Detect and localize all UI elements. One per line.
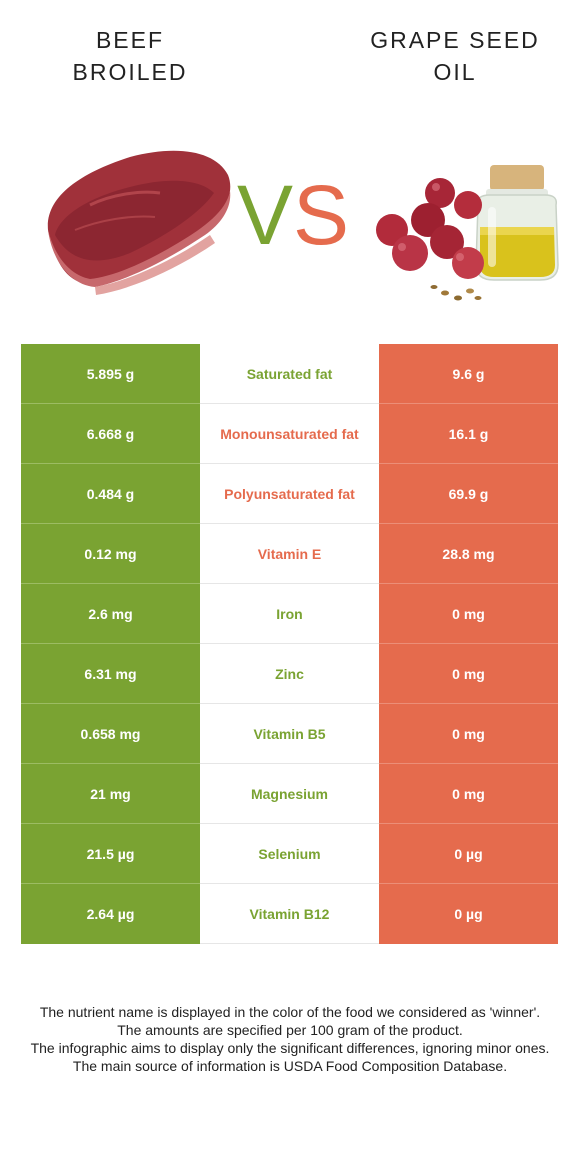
grapeseed-oil-value: 0 mg <box>379 644 558 704</box>
beef-value: 0.12 mg <box>21 524 200 584</box>
beef-value: 21.5 µg <box>21 824 200 884</box>
footer-line: The main source of information is USDA F… <box>72 1058 508 1074</box>
table-row: 2.64 µg Vitamin B12 0 µg <box>21 884 558 944</box>
grapeseed-oil-value: 0 mg <box>379 764 558 824</box>
table-row: 5.895 g Saturated fat 9.6 g <box>21 344 558 404</box>
table-row: 2.6 mg Iron 0 mg <box>21 584 558 644</box>
right-food-title: GRAPE SEED OIL <box>360 24 550 88</box>
nutrient-name: Saturated fat <box>200 344 379 404</box>
table-row: 21.5 µg Selenium 0 µg <box>21 824 558 884</box>
nutrient-name: Iron <box>200 584 379 644</box>
table-row: 6.31 mg Zinc 0 mg <box>21 644 558 704</box>
beef-value: 0.484 g <box>21 464 200 524</box>
nutrient-name: Vitamin E <box>200 524 379 584</box>
grapeseed-oil-value: 0 µg <box>379 824 558 884</box>
nutrient-name: Zinc <box>200 644 379 704</box>
vs-letter-v: V <box>236 168 293 262</box>
beef-value: 6.31 mg <box>21 644 200 704</box>
vs-letter-s: S <box>293 168 350 262</box>
left-title-line2: BROILED <box>72 59 188 85</box>
hero-illustration <box>47 150 559 301</box>
beef-value: 2.6 mg <box>21 584 200 644</box>
table-row: 0.484 g Polyunsaturated fat 69.9 g <box>21 464 558 524</box>
grapeseed-oil-value: 0 mg <box>379 584 558 644</box>
grapeseed-oil-value: 9.6 g <box>379 344 558 404</box>
right-title-line1: GRAPE SEED <box>370 27 540 53</box>
vs-label: VS <box>228 165 358 265</box>
beef-value: 2.64 µg <box>21 884 200 944</box>
grapeseed-oil-value: 69.9 g <box>379 464 558 524</box>
nutrient-name: Vitamin B5 <box>200 704 379 764</box>
comparison-table: 5.895 g Saturated fat 9.6 g 6.668 g Mono… <box>21 344 558 944</box>
nutrient-name: Monounsaturated fat <box>200 404 379 464</box>
table-row: 0.658 mg Vitamin B5 0 mg <box>21 704 558 764</box>
footer-line: The infographic aims to display only the… <box>30 1040 550 1056</box>
right-title-line2: OIL <box>433 59 477 85</box>
beef-steak-image <box>47 150 231 295</box>
grapes-and-oil-jar-image <box>376 165 559 301</box>
footer-line: The nutrient name is displayed in the co… <box>39 1004 541 1020</box>
beef-value: 21 mg <box>21 764 200 824</box>
beef-value: 5.895 g <box>21 344 200 404</box>
nutrient-name: Selenium <box>200 824 379 884</box>
footer-notes: The nutrient name is displayed in the co… <box>18 1003 562 1075</box>
grapeseed-oil-value: 0 mg <box>379 704 558 764</box>
left-title-line1: BEEF <box>95 27 165 53</box>
nutrient-name: Magnesium <box>200 764 379 824</box>
table-row: 21 mg Magnesium 0 mg <box>21 764 558 824</box>
grapeseed-oil-value: 16.1 g <box>379 404 558 464</box>
grapeseed-oil-value: 0 µg <box>379 884 558 944</box>
footer-line: The amounts are specified per 100 gram o… <box>117 1022 463 1038</box>
table-row: 0.12 mg Vitamin E 28.8 mg <box>21 524 558 584</box>
table-row: 6.668 g Monounsaturated fat 16.1 g <box>21 404 558 464</box>
nutrient-name: Vitamin B12 <box>200 884 379 944</box>
nutrient-name: Polyunsaturated fat <box>200 464 379 524</box>
left-food-title: BEEF BROILED <box>40 24 220 88</box>
grapeseed-oil-value: 28.8 mg <box>379 524 558 584</box>
beef-value: 0.658 mg <box>21 704 200 764</box>
beef-value: 6.668 g <box>21 404 200 464</box>
